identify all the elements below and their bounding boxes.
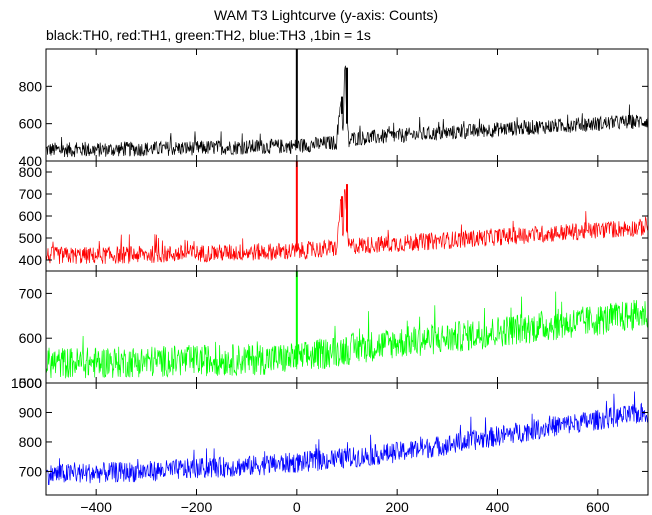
x-tick-label: 400 [486,499,510,515]
x-tick-label: 0 [293,499,301,515]
y-tick-label: 700 [19,463,43,479]
chart-title: WAM T3 Lightcurve (y-axis: Counts) [213,7,439,23]
y-tick-label: 800 [19,78,43,94]
y-tick-label: 500 [19,375,43,391]
panel-frame-th3 [45,382,649,496]
x-tick-label: −200 [181,499,213,515]
y-tick-label: 600 [19,116,43,132]
x-tick-label: 600 [586,499,610,515]
y-tick-label: 800 [19,434,43,450]
y-tick-label: 1000 [11,375,42,391]
y-tick-label: 500 [19,230,43,246]
y-tick-label: 900 [19,404,43,420]
series-line-th3 [45,391,649,485]
series-line-th2 [45,291,649,379]
x-tick-label: −400 [80,499,112,515]
x-tick-label: 200 [385,499,409,515]
y-tick-label: 400 [19,252,43,268]
y-tick-label: 700 [19,285,43,301]
series-line-th1 [45,189,649,265]
y-tick-label: 400 [19,153,43,169]
y-tick-label: 800 [19,164,43,180]
y-tick-label: 600 [19,208,43,224]
chart-subtitle: black:TH0, red:TH1, green:TH2, blue:TH3 … [46,27,371,43]
y-tick-label: 600 [19,330,43,346]
y-tick-label: 700 [19,186,43,202]
